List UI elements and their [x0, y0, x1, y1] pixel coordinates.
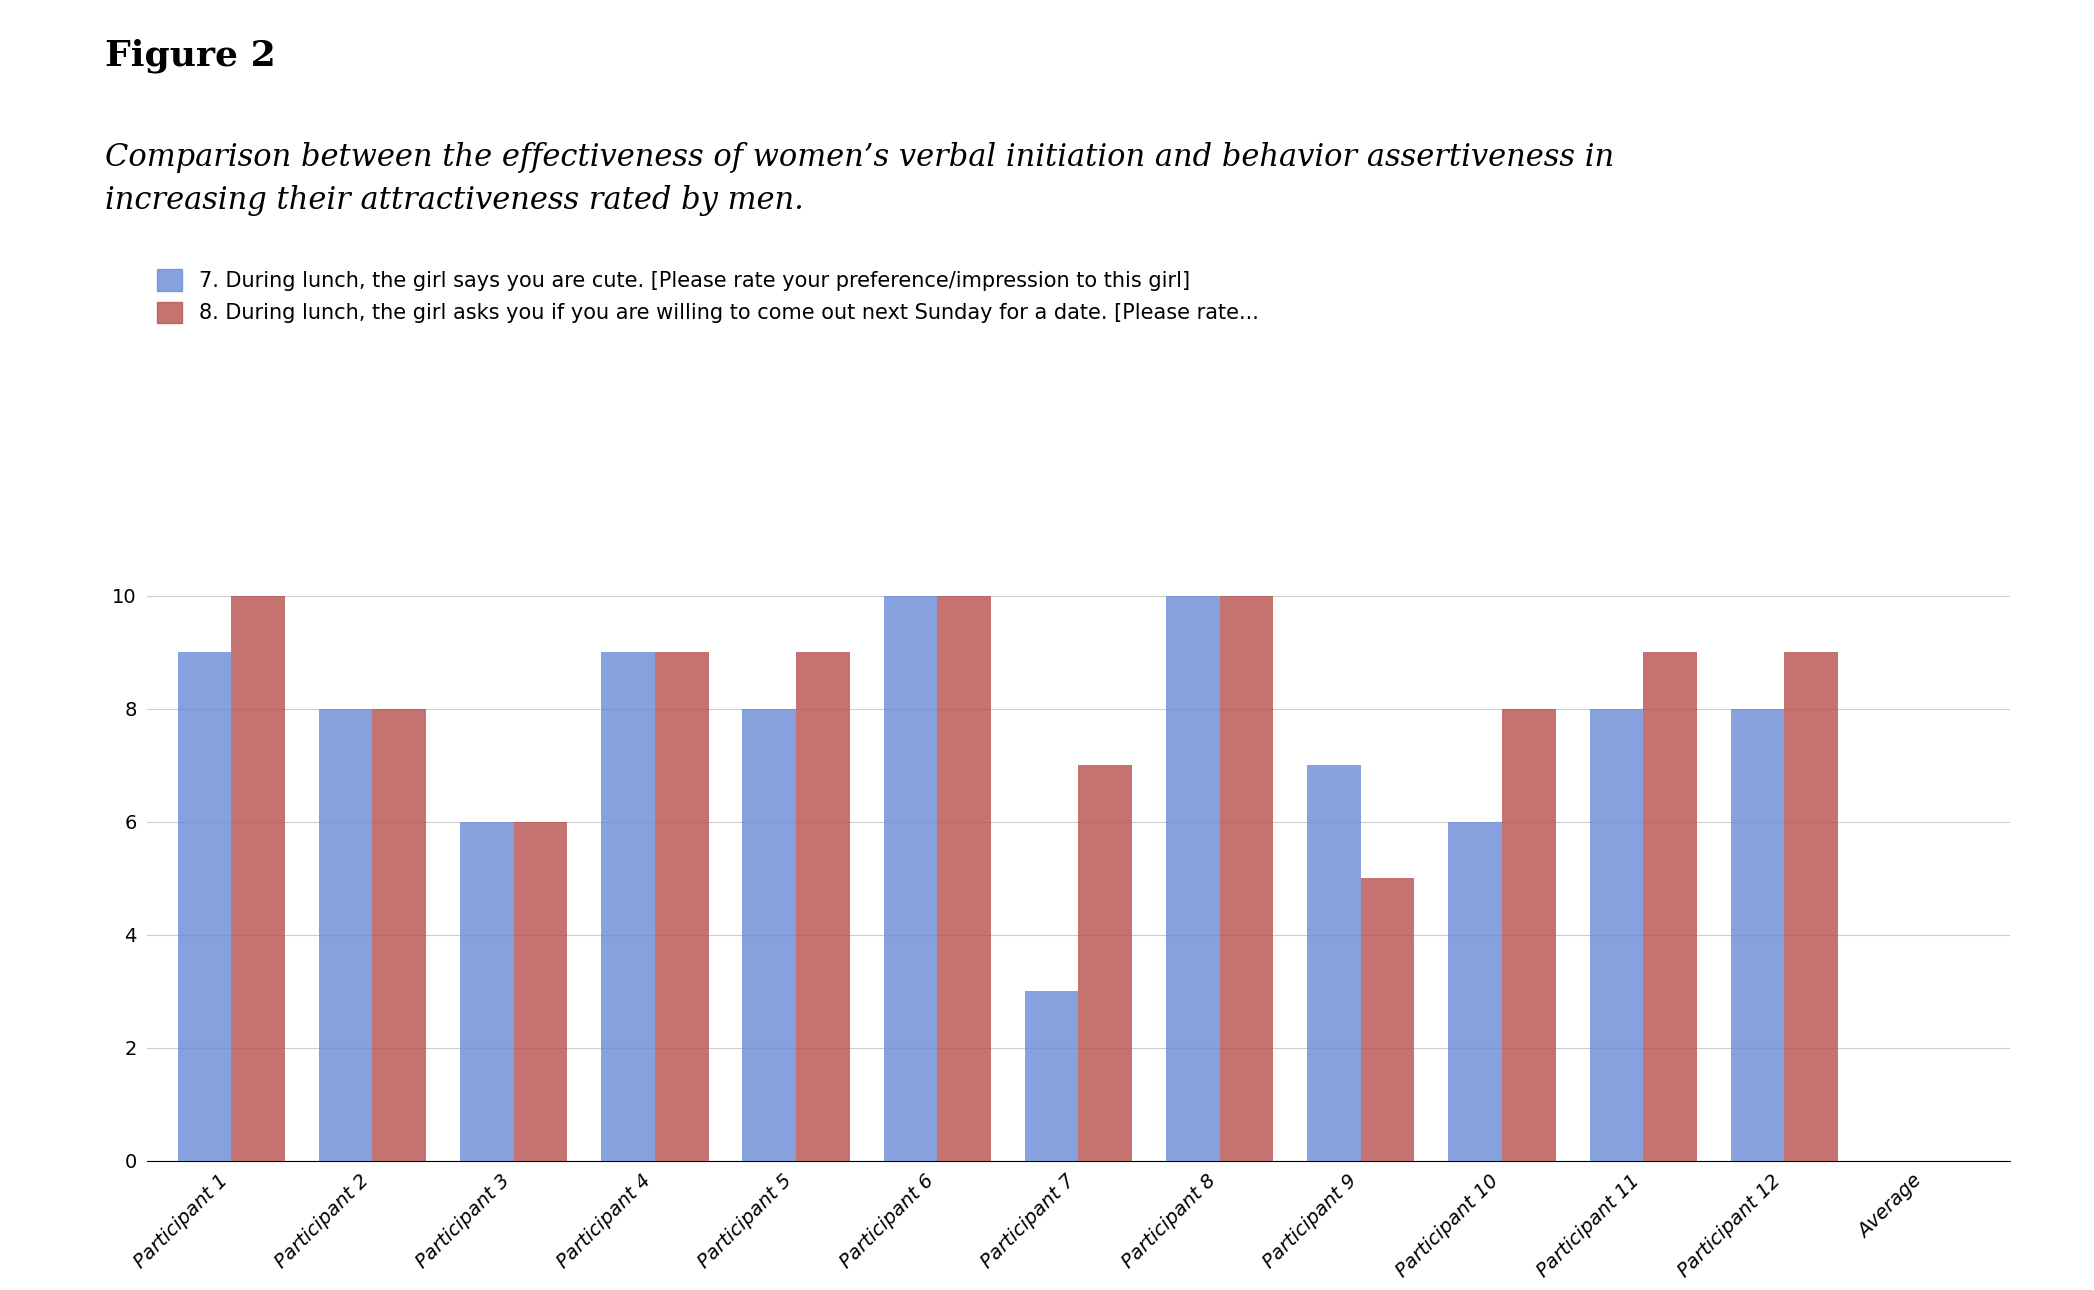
Bar: [1219, 596, 1273, 1161]
Bar: [1024, 992, 1078, 1161]
Bar: [1078, 765, 1133, 1161]
Bar: [1501, 710, 1556, 1161]
Bar: [1644, 653, 1696, 1161]
Bar: [513, 822, 567, 1161]
Bar: [1307, 765, 1361, 1161]
Bar: [655, 653, 708, 1161]
Legend: 7. During lunch, the girl says you are cute. [Please rate your preference/impres: 7. During lunch, the girl says you are c…: [157, 270, 1258, 324]
Bar: [884, 596, 938, 1161]
X-axis label: user: user: [1053, 1286, 1104, 1290]
Bar: [1449, 822, 1501, 1161]
Bar: [230, 596, 285, 1161]
Bar: [938, 596, 990, 1161]
Bar: [1361, 878, 1413, 1161]
Bar: [743, 710, 796, 1161]
Text: Comparison between the effectiveness of women’s verbal initiation and behavior a: Comparison between the effectiveness of …: [105, 142, 1614, 215]
Bar: [1166, 596, 1219, 1161]
Bar: [318, 710, 373, 1161]
Bar: [1730, 710, 1784, 1161]
Bar: [1784, 653, 1839, 1161]
Bar: [1589, 710, 1644, 1161]
Bar: [461, 822, 513, 1161]
Bar: [178, 653, 230, 1161]
Bar: [373, 710, 427, 1161]
Bar: [601, 653, 655, 1161]
Bar: [796, 653, 850, 1161]
Text: Figure 2: Figure 2: [105, 39, 276, 74]
